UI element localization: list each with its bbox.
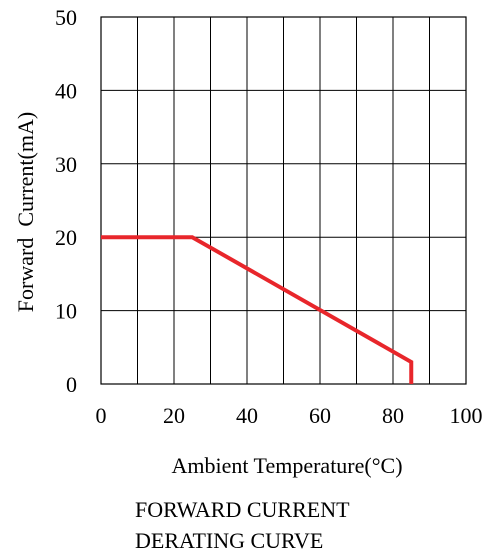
caption-line-1: FORWARD CURRENT	[135, 497, 350, 522]
y-tick-label: 30	[55, 152, 77, 177]
y-tick-label: 10	[55, 299, 77, 324]
x-axis-title: Ambient Temperature(°C)	[171, 453, 402, 478]
caption-line-2: DERATING CURVE	[135, 528, 323, 553]
y-tick-label: 40	[55, 78, 77, 103]
derating-curve-line	[101, 235, 414, 384]
grid	[101, 17, 466, 384]
y-tick-label: 50	[55, 5, 77, 30]
y-axis-ticks: 0 10 20 30 40 50	[55, 5, 77, 397]
plot-frame	[100, 16, 467, 385]
y-tick-label: 0	[66, 372, 77, 397]
y-tick-label: 20	[55, 225, 77, 250]
y-axis-title: Forward Current(mA)	[13, 112, 38, 312]
series-layer	[101, 235, 414, 384]
x-tick-label: 60	[309, 403, 331, 428]
x-tick-label: 80	[382, 403, 404, 428]
x-tick-label: 20	[163, 403, 185, 428]
x-tick-label: 0	[96, 403, 107, 428]
x-tick-label: 40	[236, 403, 258, 428]
x-axis-ticks: 0 20 40 60 80 100	[96, 403, 483, 428]
x-tick-label: 100	[450, 403, 483, 428]
